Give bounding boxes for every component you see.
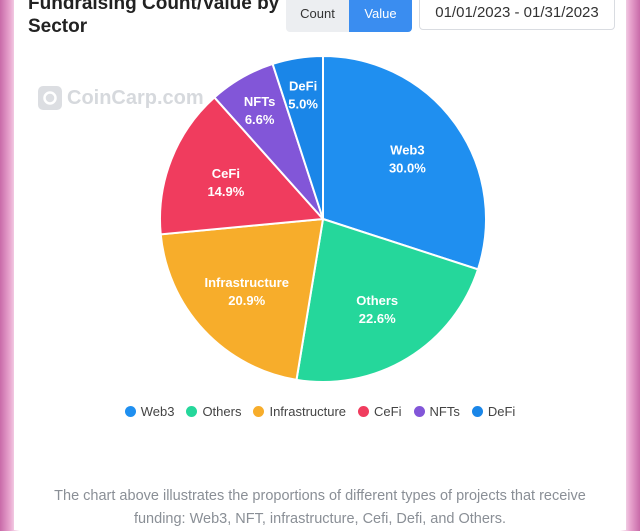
legend-label: NFTs xyxy=(429,404,460,419)
legend-item-infrastructure[interactable]: Infrastructure xyxy=(253,404,346,419)
coincarp-watermark: CoinCarp.com xyxy=(38,86,204,110)
legend-dot-icon xyxy=(471,406,483,417)
legend-label: Others xyxy=(202,404,242,419)
slice-label-web3: Web3 xyxy=(390,143,424,158)
slice-value-web3: 30.0% xyxy=(389,161,426,176)
pie-slice-others[interactable] xyxy=(295,217,480,383)
legend-item-defi[interactable]: DeFi xyxy=(471,404,516,419)
legend-item-others[interactable]: Others xyxy=(186,404,241,419)
pie-slice-defi[interactable] xyxy=(271,54,324,220)
chart-legend: Web3 Others Infrastructure CeFi NFTs DeFi xyxy=(0,404,640,419)
coincarp-logo-icon xyxy=(38,86,62,110)
legend-dot-icon xyxy=(413,406,425,417)
watermark-text: CoinCarp.com xyxy=(67,86,204,109)
count-toggle-button[interactable]: Count xyxy=(286,0,349,32)
slice-label-infrastructure: Infrastructure xyxy=(204,275,289,290)
legend-dot-icon xyxy=(124,406,136,417)
slice-label-nfts: NFTs xyxy=(244,94,276,109)
pie-slice-infrastructure[interactable] xyxy=(159,217,325,381)
legend-item-cefi[interactable]: CeFi xyxy=(358,404,402,419)
legend-dot-icon xyxy=(253,406,265,417)
slice-label-others: Others xyxy=(356,293,398,308)
legend-label: Infrastructure xyxy=(269,404,347,419)
chart-caption: The chart above illustrates the proporti… xyxy=(54,488,586,527)
value-toggle-button[interactable]: Value xyxy=(349,0,412,32)
pie-chart: Web3 30.0% Others 22.6% Infrastructure 20.9% C… xyxy=(159,54,487,383)
metric-toggle: Count Value xyxy=(286,0,412,32)
slice-value-cefi: 14.9% xyxy=(207,184,244,199)
chart-title: Fundraising Count/Value by Sector xyxy=(28,0,280,37)
slice-label-cefi: CeFi xyxy=(212,166,240,181)
legend-label: CeFi xyxy=(374,404,402,419)
slice-value-others: 22.6% xyxy=(359,311,396,326)
legend-dot-icon xyxy=(358,406,370,417)
date-range-picker[interactable]: 01/01/2023 - 01/31/2023 xyxy=(419,0,615,30)
legend-dot-icon xyxy=(186,406,198,417)
legend-label: Web3 xyxy=(140,404,175,419)
pie-slice-cefi[interactable] xyxy=(159,95,326,236)
slice-label-defi: DeFi xyxy=(289,78,317,93)
slice-value-nfts: 6.6% xyxy=(245,112,275,127)
slice-value-defi: 5.0% xyxy=(288,96,318,111)
legend-item-web3[interactable]: Web3 xyxy=(124,404,175,419)
legend-item-nfts[interactable]: NFTs xyxy=(413,404,460,419)
legend-label: DeFi xyxy=(487,404,516,419)
pie-slice-web3[interactable] xyxy=(322,54,487,271)
slice-value-infrastructure: 20.9% xyxy=(228,293,265,308)
